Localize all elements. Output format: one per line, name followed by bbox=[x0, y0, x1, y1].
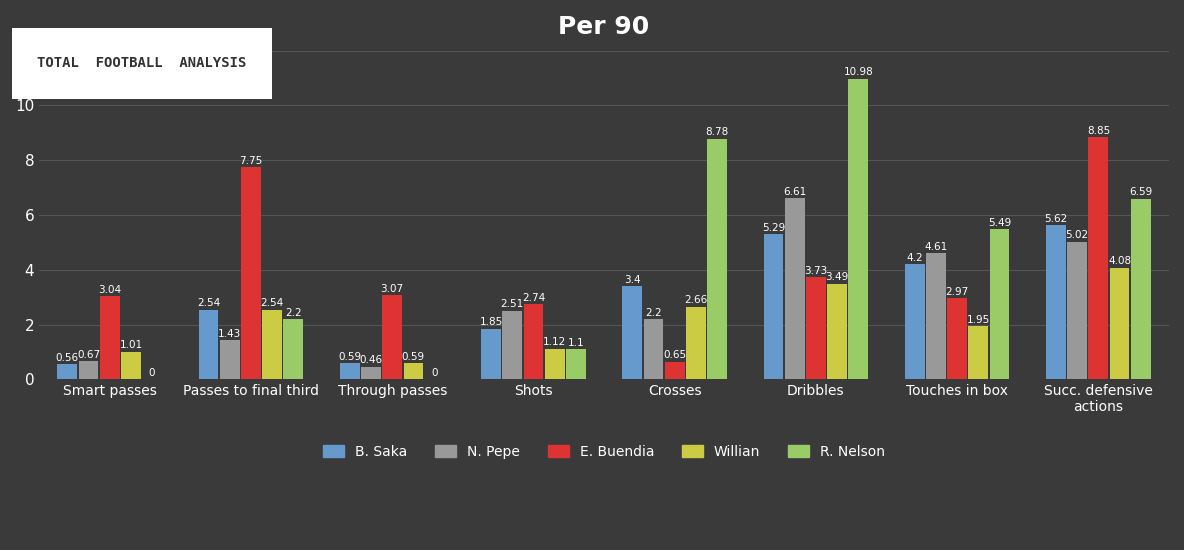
Bar bbox=[969, 326, 989, 379]
Text: 0.67: 0.67 bbox=[77, 350, 101, 360]
Text: 0.59: 0.59 bbox=[339, 352, 361, 362]
Bar bbox=[58, 364, 77, 380]
Bar bbox=[1067, 242, 1087, 380]
Text: 1.85: 1.85 bbox=[480, 317, 503, 327]
Text: 10.98: 10.98 bbox=[843, 67, 873, 77]
Text: 3.4: 3.4 bbox=[624, 275, 641, 285]
Bar bbox=[502, 311, 522, 379]
Bar bbox=[664, 361, 684, 380]
Text: 6.59: 6.59 bbox=[1130, 188, 1152, 197]
Title: Per 90: Per 90 bbox=[559, 15, 650, 39]
Text: 1.43: 1.43 bbox=[218, 329, 242, 339]
Bar bbox=[947, 298, 967, 380]
Bar bbox=[340, 363, 360, 379]
Bar bbox=[121, 351, 141, 379]
Bar bbox=[481, 329, 501, 379]
Text: 2.51: 2.51 bbox=[501, 299, 523, 309]
Legend: B. Saka, N. Pepe, E. Buendia, Willian, R. Nelson: B. Saka, N. Pepe, E. Buendia, Willian, R… bbox=[317, 439, 890, 464]
Bar bbox=[785, 199, 805, 380]
Text: 4.2: 4.2 bbox=[907, 253, 924, 263]
Text: 1.95: 1.95 bbox=[966, 315, 990, 324]
Text: 6.61: 6.61 bbox=[783, 187, 806, 197]
Text: 0.59: 0.59 bbox=[401, 352, 425, 362]
Text: 2.97: 2.97 bbox=[946, 287, 969, 296]
Text: 2.66: 2.66 bbox=[684, 295, 708, 305]
Text: 4.61: 4.61 bbox=[925, 241, 947, 252]
Bar bbox=[1088, 137, 1108, 380]
Bar bbox=[242, 167, 260, 380]
Bar bbox=[905, 265, 925, 380]
Bar bbox=[1047, 226, 1066, 380]
Bar bbox=[644, 319, 663, 380]
Text: 3.73: 3.73 bbox=[804, 266, 828, 276]
Text: 8.78: 8.78 bbox=[706, 128, 728, 138]
Bar bbox=[707, 139, 727, 380]
Text: 2.2: 2.2 bbox=[285, 308, 302, 318]
Bar bbox=[828, 284, 847, 380]
Text: 5.62: 5.62 bbox=[1044, 214, 1068, 224]
Text: 1.1: 1.1 bbox=[567, 338, 584, 348]
Text: 0.65: 0.65 bbox=[663, 350, 687, 360]
Bar bbox=[686, 306, 706, 380]
Bar bbox=[382, 295, 403, 380]
Text: 0.56: 0.56 bbox=[56, 353, 79, 362]
Bar bbox=[849, 79, 868, 379]
Bar bbox=[361, 367, 381, 380]
Text: 3.07: 3.07 bbox=[380, 284, 404, 294]
Text: 5.02: 5.02 bbox=[1066, 230, 1089, 240]
Text: 2.54: 2.54 bbox=[197, 299, 220, 309]
Text: 0.46: 0.46 bbox=[360, 355, 382, 365]
Bar bbox=[990, 229, 1010, 380]
Text: 5.29: 5.29 bbox=[762, 223, 785, 233]
Text: 0: 0 bbox=[149, 368, 155, 378]
Text: TOTAL  FOOTBALL  ANALYSIS: TOTAL FOOTBALL ANALYSIS bbox=[38, 56, 246, 70]
Text: 3.04: 3.04 bbox=[98, 285, 121, 295]
Bar bbox=[404, 363, 423, 379]
Bar bbox=[78, 361, 98, 379]
Text: 7.75: 7.75 bbox=[239, 156, 263, 166]
Bar bbox=[566, 349, 586, 379]
Text: 8.85: 8.85 bbox=[1087, 125, 1111, 136]
Bar bbox=[1131, 199, 1151, 380]
Bar bbox=[99, 296, 120, 380]
Text: 1.01: 1.01 bbox=[120, 340, 142, 350]
Bar bbox=[523, 304, 543, 380]
Bar bbox=[545, 349, 565, 379]
Bar bbox=[1109, 268, 1130, 379]
Text: 2.74: 2.74 bbox=[522, 293, 545, 303]
Text: 4.08: 4.08 bbox=[1108, 256, 1131, 266]
Bar bbox=[199, 310, 219, 380]
Text: 0: 0 bbox=[431, 368, 438, 378]
Bar bbox=[263, 310, 282, 380]
Text: 5.49: 5.49 bbox=[987, 218, 1011, 228]
Bar bbox=[283, 319, 303, 380]
Text: 2.54: 2.54 bbox=[260, 299, 284, 309]
Text: 1.12: 1.12 bbox=[543, 337, 566, 347]
Bar bbox=[926, 253, 946, 379]
Bar bbox=[806, 277, 825, 379]
Text: 3.49: 3.49 bbox=[825, 272, 849, 282]
Bar bbox=[623, 286, 642, 379]
Bar bbox=[220, 340, 239, 379]
Bar bbox=[764, 234, 784, 380]
Text: 2.2: 2.2 bbox=[645, 308, 662, 318]
